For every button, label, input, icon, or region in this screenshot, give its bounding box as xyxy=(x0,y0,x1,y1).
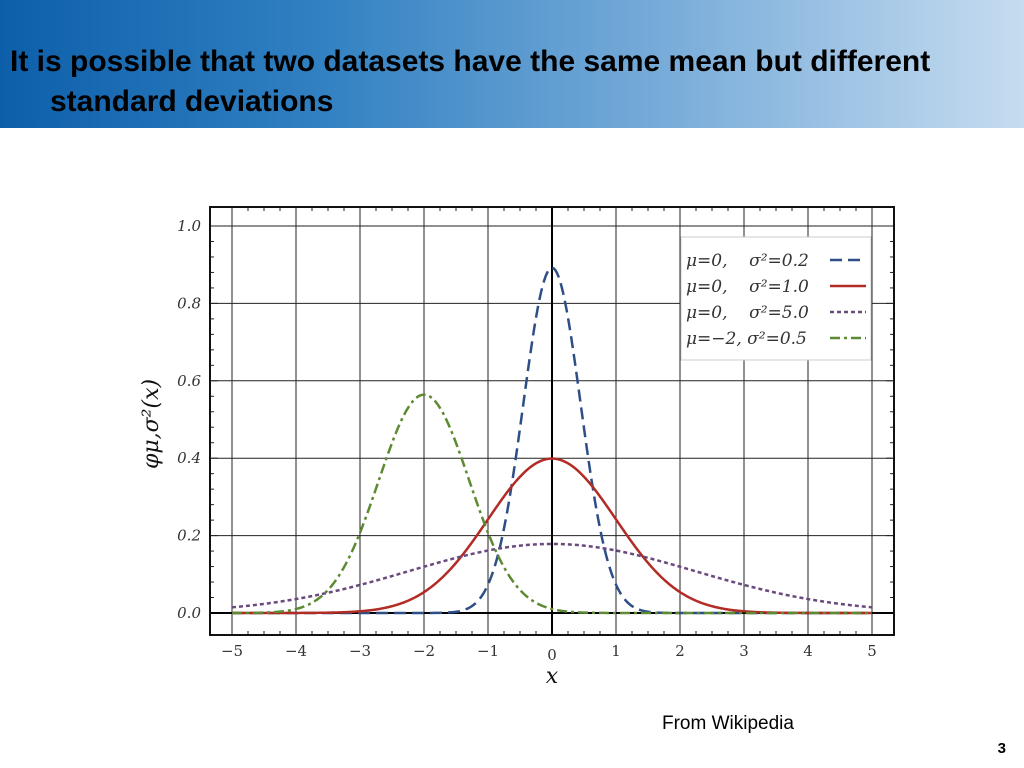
slide-title: It is possible that two datasets have th… xyxy=(10,45,931,118)
x-axis-label: x xyxy=(546,664,559,689)
legend-label: μ=0, σ²=5.0 xyxy=(686,303,809,323)
series-line-2 xyxy=(231,542,873,609)
source-credit: From Wikipedia xyxy=(662,713,794,734)
y-tick-label: 0.6 xyxy=(177,372,201,390)
series-line-1 xyxy=(232,457,872,615)
x-tick-label: 5 xyxy=(867,642,877,660)
x-tick-label: 0 xyxy=(547,646,557,664)
x-tick-label: −5 xyxy=(221,642,243,660)
x-tick-label: 1 xyxy=(611,642,621,660)
y-axis-label: φμ,σ²(x) xyxy=(139,379,164,469)
x-tick-label: −4 xyxy=(285,642,307,660)
title-banner xyxy=(0,0,1024,128)
x-tick-label: 2 xyxy=(675,642,685,660)
y-tick-label: 0.8 xyxy=(177,294,201,312)
x-tick-label: −2 xyxy=(413,642,435,660)
y-tick-label: 1.0 xyxy=(177,217,201,235)
series-line-3 xyxy=(232,393,872,615)
y-tick-label: 0.4 xyxy=(177,449,201,467)
x-tick-label: −3 xyxy=(349,642,371,660)
x-tick-label: 4 xyxy=(803,642,813,660)
legend-label: μ=−2, σ²=0.5 xyxy=(686,329,807,349)
page-number: 3 xyxy=(997,740,1006,757)
x-tick-label: 3 xyxy=(739,642,749,660)
x-tick-label: −1 xyxy=(477,642,499,660)
legend-label: μ=0, σ²=1.0 xyxy=(686,277,809,297)
legend-label: μ=0, σ²=0.2 xyxy=(686,251,809,271)
plot-frame xyxy=(209,206,895,636)
legend-box xyxy=(680,236,872,361)
y-tick-label: 0.0 xyxy=(177,604,201,622)
y-tick-label: 0.2 xyxy=(177,527,201,545)
